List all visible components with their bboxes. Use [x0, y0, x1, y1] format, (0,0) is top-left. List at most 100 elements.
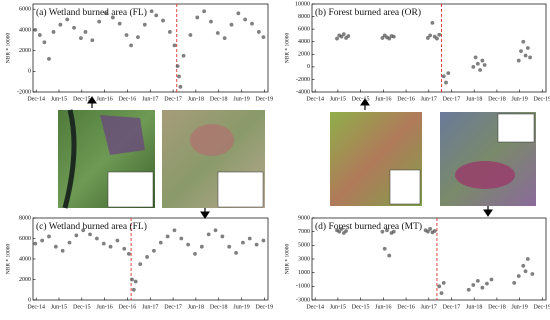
- chart-title: (a) Wetland burned area (FL): [36, 7, 147, 18]
- y-tick-label: -2000: [296, 77, 310, 83]
- x-tick-label: Dec-16: [397, 96, 415, 102]
- point: [167, 30, 172, 34]
- arrow-head: [200, 211, 210, 219]
- point: [382, 246, 387, 251]
- point: [346, 34, 351, 38]
- point: [475, 278, 480, 283]
- x-tick-label: Jun-17: [142, 304, 158, 310]
- y-tick-label: -2000: [17, 89, 31, 95]
- y-tick-label: 2000: [19, 277, 31, 283]
- x-tick-label: Dec-16: [119, 304, 137, 310]
- x-tick-label: Jun-19: [511, 304, 527, 310]
- inset-map: [389, 169, 421, 205]
- point: [387, 253, 392, 258]
- y-tick-label: 3000: [298, 256, 310, 262]
- x-tick-label: Dec-14: [306, 96, 324, 102]
- point: [480, 58, 485, 63]
- x-tick-label: Dec-18: [488, 96, 506, 102]
- chart-title: (c) Wetland burned area (FL): [36, 221, 147, 232]
- point: [101, 241, 106, 246]
- point: [471, 64, 476, 69]
- x-tick-label: Jun-19: [511, 96, 527, 102]
- point: [72, 25, 76, 30]
- satellite-images: [58, 109, 536, 209]
- point: [158, 240, 163, 245]
- point: [193, 251, 197, 256]
- x-tick-label: Dec-16: [397, 304, 415, 310]
- point: [512, 281, 517, 285]
- point: [261, 35, 266, 40]
- x-tick-label: Dec-15: [352, 304, 370, 310]
- point: [33, 241, 38, 246]
- x-tick-label: Jun-17: [421, 304, 437, 310]
- point: [344, 229, 348, 233]
- x-tick-label: Dec-19: [534, 96, 550, 102]
- inset-map: [217, 171, 264, 208]
- x-tick-label: Jun-15: [51, 96, 67, 102]
- point: [516, 58, 521, 63]
- point: [175, 64, 180, 69]
- point: [51, 30, 56, 34]
- point: [234, 250, 238, 255]
- arrows: [87, 96, 493, 219]
- y-tick-label: 9000: [298, 215, 310, 221]
- x-tick-label: Dec-14: [27, 304, 45, 310]
- point: [53, 244, 58, 249]
- point: [475, 61, 480, 66]
- point: [213, 228, 218, 233]
- y-tick-label: 8000: [298, 14, 310, 20]
- point: [466, 287, 471, 292]
- point: [516, 274, 521, 278]
- y-tick-label: 6000: [19, 236, 31, 242]
- point: [129, 43, 134, 48]
- point: [250, 21, 254, 26]
- x-tick-label: Dec-18: [488, 304, 506, 310]
- point: [60, 248, 65, 253]
- chart: -3000 -1000 1000 3000 5000 7000 9000 Dec-14 Jun-…: [284, 215, 550, 310]
- point: [83, 30, 88, 34]
- point: [339, 34, 344, 39]
- point: [181, 53, 186, 58]
- point: [81, 228, 86, 233]
- point: [152, 248, 156, 253]
- chart: -2000 0 2000 4000 6000 Dec-14 Jun-15 Dec-15 Jun-…: [5, 3, 273, 102]
- point: [65, 17, 70, 22]
- point: [122, 246, 127, 251]
- point: [88, 232, 92, 237]
- point: [435, 36, 439, 41]
- y-tick-label: -1000: [296, 284, 310, 290]
- point: [58, 22, 63, 27]
- y-tick-label: 4000: [19, 256, 31, 262]
- point: [179, 236, 184, 241]
- point: [243, 17, 248, 22]
- y-tick-label: 2000: [19, 48, 31, 54]
- y-axis-label: NBR * 10000: [5, 32, 11, 63]
- point: [385, 228, 389, 233]
- x-tick-label: Dec-19: [534, 304, 550, 310]
- point: [256, 30, 261, 34]
- point: [177, 74, 181, 79]
- x-tick-label: Jun-16: [96, 304, 112, 310]
- point: [172, 228, 177, 233]
- x-tick-label: Jun-15: [330, 304, 346, 310]
- point: [47, 234, 51, 239]
- point: [236, 11, 241, 16]
- point: [209, 19, 213, 24]
- y-tick-label: 1000: [298, 270, 310, 276]
- point: [149, 9, 154, 14]
- x-tick-label: Dec-14: [27, 96, 45, 102]
- point: [387, 36, 392, 41]
- chart: 0 2000 4000 6000 8000 Dec-14 Jun-15 Dec-15 Jun-1…: [5, 215, 273, 310]
- y-tick-label: 4000: [298, 39, 310, 45]
- x-tick-label: Dec-14: [306, 304, 324, 310]
- point: [391, 229, 396, 234]
- point: [528, 55, 532, 60]
- point: [94, 236, 99, 241]
- x-tick-label: Dec-17: [164, 96, 182, 102]
- x-tick-label: Jun-17: [421, 96, 437, 102]
- y-tick-label: 2000: [298, 52, 310, 58]
- point: [104, 11, 108, 16]
- y-tick-label: -3000: [296, 297, 310, 303]
- x-tick-label: Dec-17: [443, 304, 461, 310]
- x-tick-label: Dec-15: [73, 304, 91, 310]
